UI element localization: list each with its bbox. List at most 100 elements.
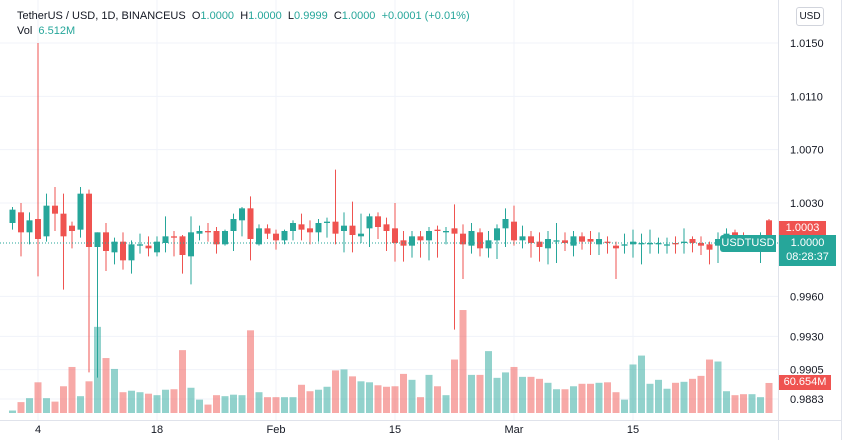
- volume-bar: [561, 389, 569, 413]
- volume-bar: [136, 392, 144, 413]
- candle-body: [689, 239, 696, 243]
- volume-bar: [315, 389, 322, 413]
- candle-body: [230, 219, 237, 232]
- y-tick-label: 0.9905: [790, 365, 824, 377]
- price-axis[interactable]: 1.0150 1.0110 1.0070 1.0030 0.9960 0.9930 0.99…: [790, 38, 824, 406]
- candle-body: [94, 232, 101, 247]
- candle-body: [409, 236, 415, 246]
- candle-body: [451, 228, 458, 234]
- y-tick-label: 1.0110: [790, 91, 823, 103]
- candle-body: [383, 224, 390, 232]
- low-label: L: [287, 10, 295, 22]
- volume-bar: [646, 383, 654, 413]
- x-tick-label: Mar: [505, 424, 524, 436]
- candle-body: [128, 244, 135, 261]
- candle-body: [664, 244, 670, 246]
- volume-bar: [204, 404, 212, 413]
- volume-bar: [51, 401, 59, 413]
- volume-bar: [731, 395, 739, 413]
- symbol-tag: USDTUSD: [720, 235, 776, 252]
- candle-body: [519, 236, 526, 241]
- volume-bar: [34, 382, 42, 413]
- volume-bar: [60, 386, 67, 413]
- candle-body: [358, 233, 364, 237]
- candle-body: [188, 232, 194, 257]
- candle-body: [332, 221, 339, 234]
- volume-bar: [570, 386, 577, 413]
- volume-bar: [162, 389, 169, 413]
- candle-body: [324, 221, 330, 224]
- candle-body: [528, 236, 534, 243]
- candle-body: [273, 233, 279, 241]
- candle-body: [434, 229, 441, 232]
- candle-body: [111, 241, 118, 253]
- open-label: O: [191, 10, 201, 22]
- volume-bar: [485, 351, 492, 413]
- volume-bar: [383, 386, 390, 413]
- volume-bar: [621, 399, 628, 413]
- volume-bar: [502, 372, 509, 413]
- volume-bar: [111, 368, 118, 413]
- candle-body: [222, 231, 228, 245]
- y-tick-label: 1.0030: [790, 198, 824, 210]
- volume-bar: [510, 366, 518, 413]
- volume-bar: [663, 388, 671, 413]
- volume-bar: [230, 394, 237, 413]
- candle-body: [35, 219, 41, 240]
- x-tick-label: 18: [151, 424, 163, 436]
- volume-bar: [77, 396, 84, 413]
- y-tick-label: 0.9930: [790, 331, 824, 343]
- candle-body: [485, 240, 492, 249]
- candle-body: [638, 243, 645, 245]
- volume-bar: [553, 389, 560, 413]
- volume-bar: [119, 392, 127, 413]
- volume-bar: [544, 382, 552, 413]
- volume-bar: [723, 391, 730, 413]
- volume-bar: [638, 355, 645, 413]
- volume-bar: [612, 392, 620, 413]
- chart-legend: TetherUS / USD, 1D, BINANCEUS O1.0000 H1…: [17, 9, 470, 39]
- candle-body: [715, 239, 721, 246]
- y-tick-label: 1.0150: [790, 38, 824, 50]
- volume-bar: [289, 397, 297, 413]
- volume-bar: [196, 399, 203, 413]
- candle-body: [443, 231, 449, 233]
- volume-bar: [340, 369, 348, 413]
- candle-body: [732, 232, 738, 236]
- candle-body: [179, 236, 186, 255]
- volume-bar: [102, 358, 110, 413]
- candle-body: [536, 241, 543, 247]
- candle-body: [655, 243, 662, 245]
- volume-bar: [17, 402, 25, 413]
- volume-bar: [697, 375, 705, 413]
- volume-bar: [179, 350, 186, 413]
- volume-bar: [536, 378, 543, 413]
- volume-bar: [255, 392, 263, 413]
- candle-body: [120, 241, 126, 261]
- close-value: 1.0000: [341, 10, 376, 22]
- volume-bar: [595, 382, 603, 413]
- change-value: +0.0001 (+0.01%): [381, 10, 470, 22]
- candle-body: [256, 228, 262, 245]
- candle-body: [545, 239, 551, 249]
- y-tick-label: 0.9960: [790, 291, 824, 303]
- candle-body: [18, 212, 24, 233]
- candle-body: [426, 231, 432, 241]
- volume-bar: [451, 359, 458, 413]
- candles: [9, 43, 772, 378]
- candle-body: [681, 241, 687, 243]
- candle-body: [562, 240, 568, 243]
- currency-button[interactable]: USD: [796, 7, 824, 26]
- x-tick-label: 15: [627, 424, 639, 436]
- low-value: 0.9999: [294, 10, 328, 22]
- volume-bar: [170, 389, 178, 413]
- volume-bar: [85, 381, 93, 413]
- candle-body: [698, 243, 704, 246]
- volume-bar: [578, 383, 586, 413]
- volume-bar: [332, 370, 339, 413]
- candle-body: [281, 231, 288, 241]
- time-axis[interactable]: 4 18 Feb 15 Mar 15: [35, 424, 639, 436]
- volume-bar: [221, 396, 229, 413]
- volume-bar: [68, 366, 76, 413]
